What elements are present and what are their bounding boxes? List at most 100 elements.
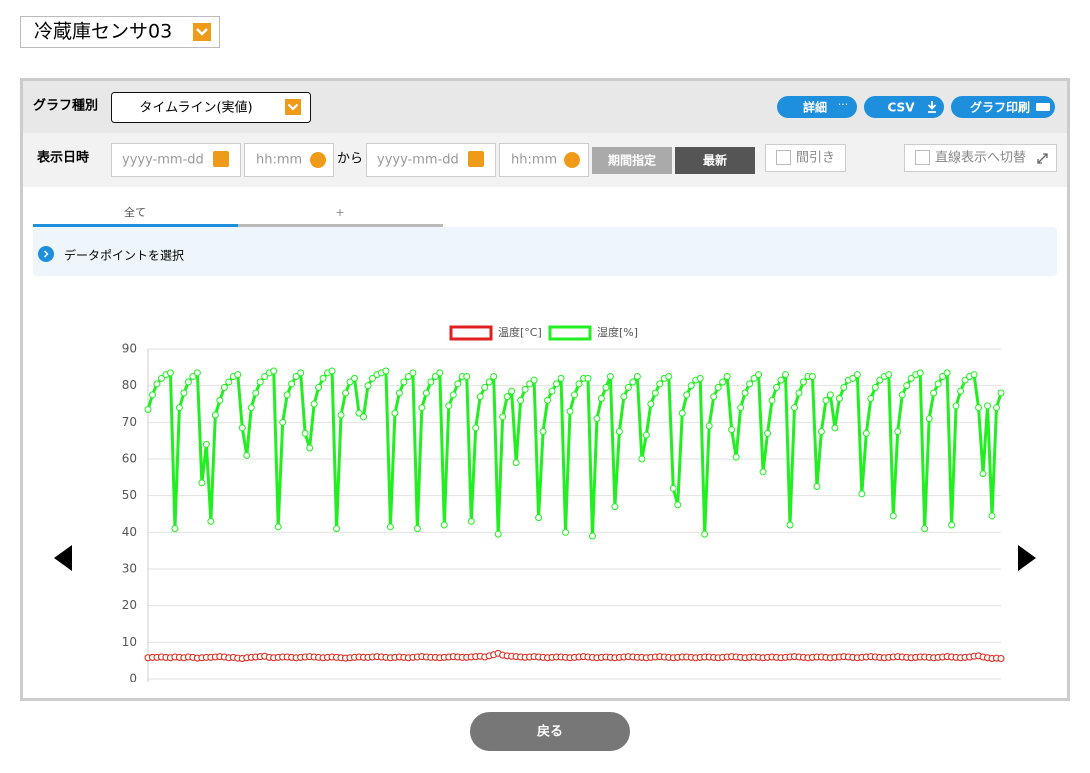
y-tick-label: 90 — [122, 342, 137, 356]
latest-button[interactable]: 最新 — [675, 147, 755, 174]
data-point — [512, 459, 520, 467]
data-point — [651, 389, 659, 397]
data-point — [633, 373, 641, 380]
print-button[interactable]: グラフ印刷 — [951, 96, 1055, 118]
data-point — [817, 428, 825, 435]
checkbox-label: 間引き — [796, 151, 835, 166]
period-button[interactable]: 期間指定 — [592, 147, 672, 174]
data-point — [220, 384, 228, 391]
csv-button[interactable]: CSV — [864, 96, 944, 118]
data-point — [746, 380, 754, 388]
data-point — [849, 374, 857, 382]
data-point — [876, 376, 884, 384]
data-point — [970, 371, 978, 379]
data-point — [216, 396, 224, 404]
data-point — [467, 517, 475, 525]
data-point — [234, 371, 242, 379]
chart: 0 10 20 30 40 50 60 70 80 90 温度[°C] 湿度[%] — [122, 325, 1005, 686]
data-point — [647, 400, 655, 408]
tab[interactable]: 全て — [124, 205, 146, 219]
data-point — [436, 369, 444, 377]
sensor-name: 冷蔵庫センサ03 — [34, 21, 172, 43]
legend-swatch — [548, 325, 592, 341]
time-input[interactable]: hh:mm — [499, 143, 589, 177]
linear-toggle[interactable]: 直線表示へ切替 — [904, 144, 1057, 172]
data-point — [562, 528, 570, 536]
data-point — [710, 393, 718, 401]
data-point — [261, 373, 269, 380]
data-point — [750, 374, 758, 382]
checkbox — [915, 150, 930, 165]
data-point — [503, 393, 511, 401]
data-point — [346, 378, 354, 386]
data-point — [862, 429, 870, 437]
data-point — [337, 411, 345, 419]
data-point — [728, 426, 736, 434]
data-point — [153, 380, 161, 388]
data-point — [413, 525, 421, 533]
data-point — [939, 373, 947, 380]
data-point — [898, 391, 906, 399]
y-tick-label: 20 — [122, 598, 137, 612]
data-point — [449, 391, 457, 399]
legend-label: 温度[°C] — [498, 325, 542, 339]
graph-type-select[interactable]: タイムライン(実値) — [111, 92, 311, 123]
data-point — [903, 382, 911, 390]
data-point — [930, 389, 938, 397]
expand-icon[interactable] — [38, 246, 54, 262]
data-point — [171, 525, 179, 533]
data-point — [575, 380, 583, 388]
data-point — [719, 378, 727, 386]
data-point — [642, 431, 650, 439]
data-point — [732, 453, 740, 461]
data-point — [961, 376, 969, 384]
data-point — [400, 378, 408, 386]
data-point — [921, 525, 929, 533]
data-point — [535, 514, 543, 522]
icon: ··· — [838, 98, 849, 111]
thinning-checkbox[interactable]: 間引き — [765, 144, 846, 172]
data-point — [669, 484, 677, 492]
time-input[interactable]: hh:mm — [244, 143, 334, 177]
data-point — [867, 395, 875, 402]
data-point — [445, 402, 453, 410]
dropdown-icon — [193, 23, 211, 41]
detail-button[interactable]: 詳細 ··· — [777, 96, 857, 118]
prev-arrow[interactable] — [54, 545, 72, 571]
data-point — [539, 428, 547, 435]
data-point — [386, 523, 394, 531]
data-point — [427, 378, 435, 386]
next-arrow[interactable] — [1018, 545, 1036, 571]
date-input[interactable]: yyyy-mm-dd — [366, 143, 496, 177]
tab[interactable]: + — [335, 206, 344, 219]
data-point — [351, 374, 359, 382]
info-text: データポイントを選択 — [64, 248, 184, 263]
data-point — [588, 532, 596, 540]
data-point — [584, 374, 592, 382]
data-point — [328, 367, 336, 375]
data-point — [799, 378, 807, 386]
button-bg — [470, 712, 630, 751]
data-point — [611, 503, 619, 511]
y-tick-label: 70 — [122, 415, 137, 429]
data-point — [368, 374, 376, 382]
data-point — [391, 409, 399, 417]
legend-swatch — [449, 325, 493, 341]
calendar-icon — [468, 151, 484, 167]
data-point — [988, 512, 996, 520]
data-point — [319, 374, 327, 382]
data-point — [948, 521, 956, 529]
data-point — [665, 373, 673, 380]
data-point — [777, 376, 785, 384]
data-point — [279, 418, 287, 426]
back-button[interactable]: 戻る — [470, 712, 630, 751]
data-point — [333, 525, 341, 533]
button-bg — [592, 147, 672, 174]
data-point — [925, 415, 933, 423]
y-tick-label: 0 — [129, 672, 137, 686]
data-point — [683, 391, 691, 399]
data-point — [472, 424, 480, 432]
date-input[interactable]: yyyy-mm-dd — [111, 143, 241, 177]
sensor-select[interactable]: 冷蔵庫センサ03 — [20, 16, 220, 48]
